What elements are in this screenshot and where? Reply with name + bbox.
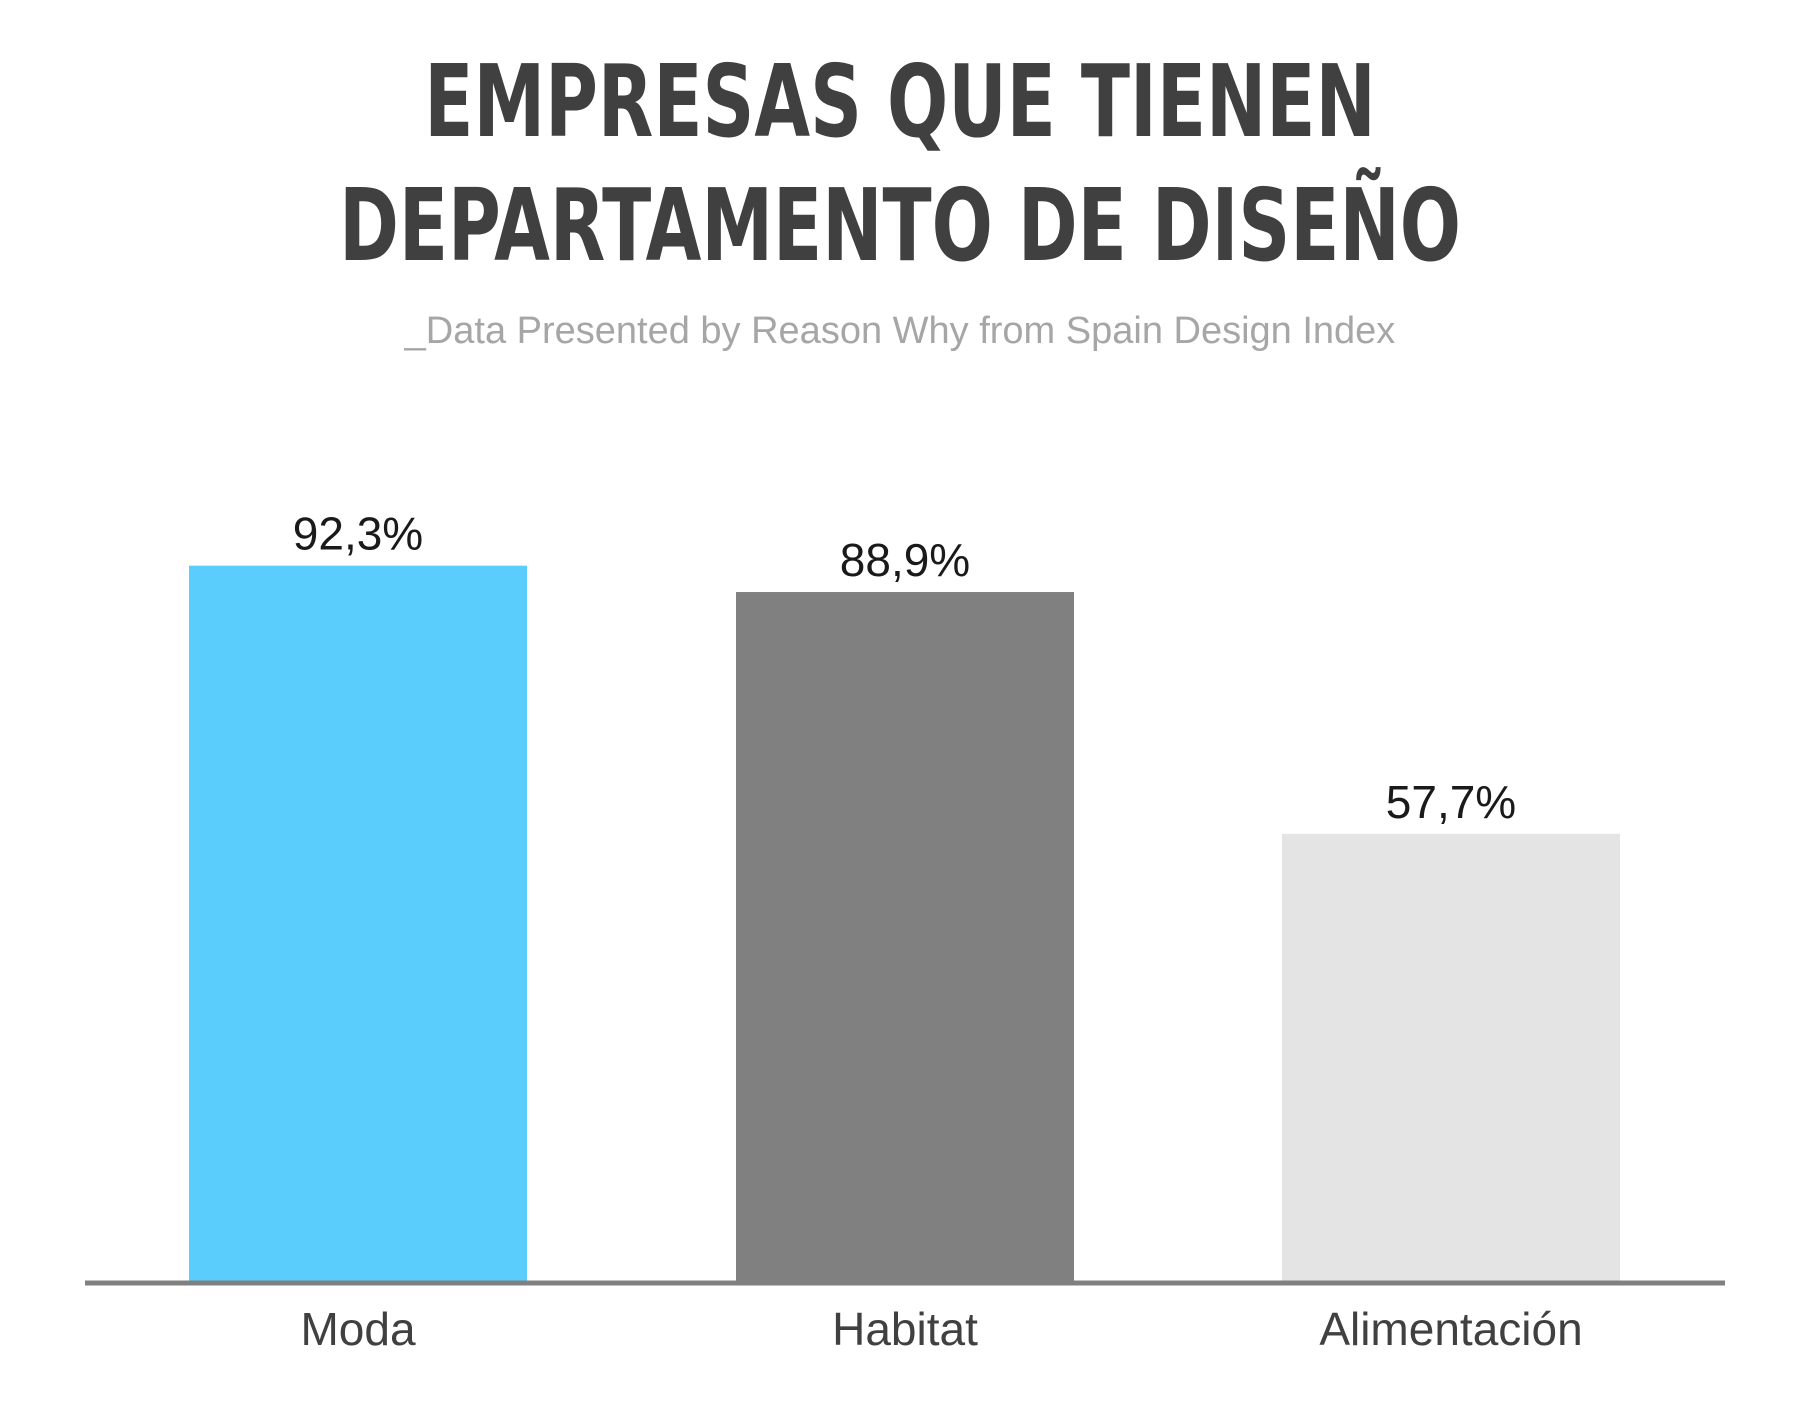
value-label-3: 57,7% xyxy=(1386,776,1516,828)
value-label-2: 88,9% xyxy=(840,534,970,586)
chart-subtitle: _Data Presented by Reason Why from Spain… xyxy=(404,310,1396,352)
chart-title: EMPRESAS QUE TIENEN DEPARTAMENTO DE DISE… xyxy=(0,40,1800,288)
bars-group xyxy=(189,565,1620,1281)
category-label-2: Habitat xyxy=(832,1303,978,1355)
bar-2 xyxy=(736,592,1074,1281)
category-label-3: Alimentación xyxy=(1319,1303,1582,1355)
bar-1 xyxy=(189,565,527,1281)
category-label-1: Moda xyxy=(300,1303,415,1355)
category-labels-group: Moda Habitat Alimentación xyxy=(300,1303,1582,1355)
chart-title-line-1: EMPRESAS QUE TIENEN xyxy=(424,43,1376,160)
bar-3 xyxy=(1282,833,1620,1281)
value-label-1: 92,3% xyxy=(293,508,423,560)
value-labels-group: 92,3% 88,9% 57,7% xyxy=(293,508,1516,828)
chart-title-line-2: DEPARTAMENTO DE DISEÑO xyxy=(339,167,1461,284)
